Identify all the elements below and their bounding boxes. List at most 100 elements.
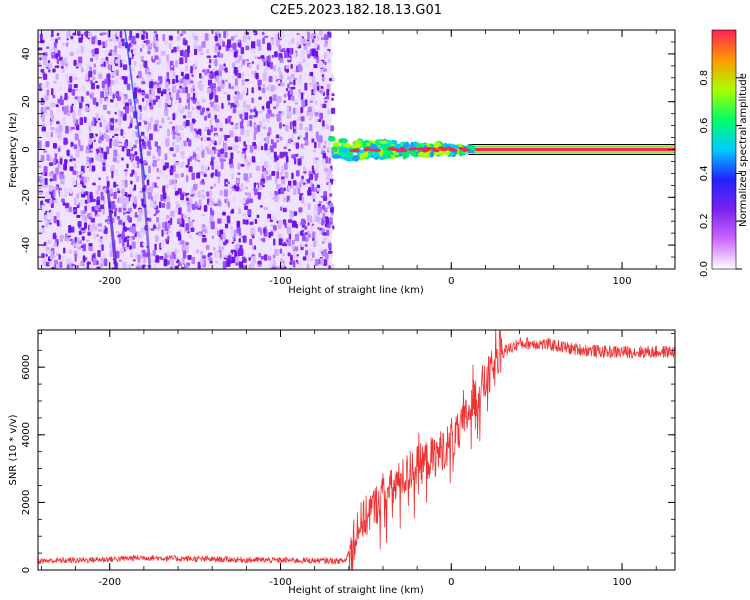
noise-cell bbox=[124, 197, 129, 204]
noise-cell bbox=[279, 151, 284, 159]
noise-cell bbox=[242, 218, 247, 225]
noise-cell bbox=[120, 111, 124, 117]
noise-cell bbox=[64, 92, 68, 101]
noise-cell bbox=[81, 188, 84, 194]
noise-cell bbox=[51, 30, 54, 37]
noise-cell bbox=[146, 74, 151, 78]
noise-cell bbox=[174, 265, 179, 269]
noise-cell bbox=[103, 199, 106, 205]
noise-cell bbox=[252, 148, 255, 151]
noise-cell bbox=[152, 82, 156, 85]
transition-blob bbox=[353, 141, 360, 145]
noise-cell bbox=[169, 147, 174, 152]
noise-cell bbox=[132, 259, 136, 262]
noise-cell bbox=[217, 171, 221, 178]
noise-cell bbox=[55, 127, 59, 134]
noise-cell bbox=[311, 183, 315, 192]
noise-cell bbox=[163, 108, 169, 117]
noise-cell bbox=[131, 263, 134, 266]
noise-cell bbox=[94, 210, 98, 215]
noise-cell bbox=[265, 136, 270, 144]
noise-cell bbox=[128, 98, 132, 103]
noise-cell bbox=[217, 200, 222, 207]
noise-cell bbox=[69, 76, 73, 83]
noise-cell bbox=[314, 157, 319, 160]
noise-cell bbox=[262, 237, 266, 243]
noise-cell bbox=[128, 264, 132, 269]
noise-cell bbox=[177, 207, 182, 215]
noise-cell bbox=[63, 188, 69, 196]
noise-cell bbox=[287, 180, 292, 184]
noise-cell bbox=[152, 249, 156, 257]
noise-cell bbox=[232, 74, 235, 81]
noise-cell bbox=[45, 254, 48, 257]
noise-cell bbox=[204, 33, 209, 41]
noise-cell bbox=[237, 162, 241, 170]
noise-cell bbox=[254, 55, 257, 60]
noise-cell bbox=[94, 80, 98, 84]
noise-cell bbox=[42, 73, 48, 80]
noise-cell bbox=[111, 51, 116, 57]
noise-cell bbox=[114, 135, 119, 141]
noise-cell bbox=[251, 87, 254, 94]
noise-cell bbox=[321, 241, 325, 244]
noise-cell bbox=[190, 194, 195, 197]
noise-cell bbox=[177, 188, 182, 195]
noise-cell bbox=[224, 67, 228, 73]
noise-cell bbox=[321, 74, 325, 78]
noise-cell bbox=[137, 254, 141, 263]
noise-cell bbox=[140, 56, 144, 61]
noise-cell bbox=[131, 210, 134, 216]
noise-cell bbox=[114, 102, 118, 108]
noise-cell bbox=[222, 41, 226, 47]
noise-cell bbox=[145, 99, 149, 106]
noise-cell bbox=[84, 215, 88, 222]
noise-cell bbox=[192, 92, 196, 100]
noise-cell bbox=[181, 125, 185, 130]
noise-cell bbox=[266, 218, 271, 222]
noise-cell bbox=[319, 112, 323, 120]
snr-xtick-label: 0 bbox=[448, 577, 454, 588]
noise-cell bbox=[248, 63, 252, 69]
noise-cell bbox=[316, 85, 320, 91]
noise-cell bbox=[326, 229, 330, 236]
noise-cell bbox=[296, 261, 299, 265]
noise-cell bbox=[100, 153, 104, 159]
noise-cell bbox=[126, 163, 129, 169]
noise-cell bbox=[273, 238, 276, 246]
noise-cell bbox=[69, 158, 73, 162]
noise-cell bbox=[41, 84, 44, 88]
noise-cell bbox=[137, 236, 140, 244]
noise-cell bbox=[69, 51, 74, 57]
noise-cell bbox=[143, 255, 146, 264]
noise-cell bbox=[44, 214, 48, 222]
noise-cell bbox=[208, 257, 213, 261]
noise-cell bbox=[66, 264, 70, 269]
noise-cell bbox=[190, 65, 193, 74]
noise-cell bbox=[98, 238, 103, 243]
noise-cell bbox=[124, 213, 128, 222]
noise-cell bbox=[324, 42, 328, 48]
noise-cell bbox=[92, 48, 96, 57]
transition-blob bbox=[328, 135, 336, 142]
noise-cell bbox=[304, 225, 308, 230]
noise-cell bbox=[307, 222, 310, 226]
noise-cell bbox=[42, 55, 47, 60]
noise-cell bbox=[215, 118, 220, 123]
noise-cell bbox=[154, 55, 159, 60]
noise-cell bbox=[154, 141, 158, 147]
transition-core bbox=[416, 147, 424, 151]
noise-cell bbox=[285, 142, 288, 151]
noise-cell bbox=[55, 185, 59, 191]
noise-cell bbox=[258, 86, 261, 91]
noise-cell bbox=[84, 256, 88, 261]
noise-cell bbox=[97, 249, 101, 258]
noise-cell bbox=[212, 108, 215, 115]
noise-cell bbox=[175, 75, 179, 84]
noise-cell bbox=[121, 195, 125, 204]
noise-cell bbox=[282, 124, 286, 127]
noise-cell bbox=[318, 135, 323, 143]
noise-cell bbox=[267, 132, 270, 137]
noise-cell bbox=[188, 234, 193, 239]
noise-cell bbox=[314, 100, 318, 105]
